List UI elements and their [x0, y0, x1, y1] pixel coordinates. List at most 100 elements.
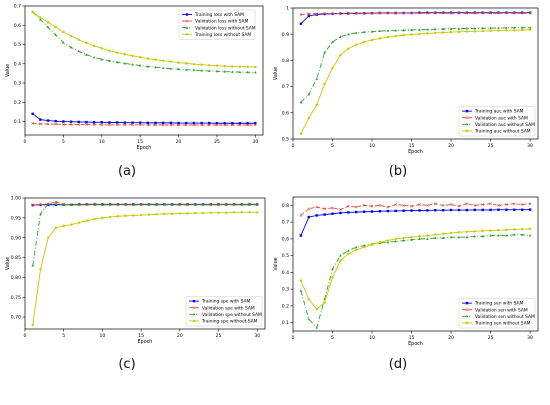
data-point	[402, 34, 405, 37]
data-point	[457, 27, 461, 30]
series-line	[300, 228, 531, 310]
data-point	[441, 204, 445, 207]
data-point	[528, 11, 532, 14]
data-point	[339, 208, 342, 211]
data-point	[161, 59, 165, 62]
data-point	[370, 30, 374, 33]
data-point	[402, 239, 405, 242]
series-line	[300, 12, 531, 15]
data-point	[418, 209, 421, 212]
chart-panel-1: 0 5 10 15 20 25 30 0.1 0.2 0.3 0.4 0.5 0.6 0.7 Epoch Va…	[5, 4, 264, 179]
series-line	[300, 27, 531, 103]
data-point	[489, 234, 492, 237]
data-point	[481, 26, 484, 30]
data-point	[520, 227, 524, 231]
data-point	[231, 122, 234, 125]
data-point	[465, 202, 469, 206]
series-line	[32, 113, 256, 124]
data-point	[108, 59, 111, 62]
x-tick-label: 30	[252, 139, 258, 145]
x-tick-label: 20	[177, 333, 183, 339]
data-point	[209, 211, 213, 214]
series-line	[32, 203, 258, 266]
data-point	[154, 65, 157, 69]
data-point	[402, 209, 405, 212]
data-point	[339, 259, 342, 262]
legend-marker	[465, 314, 469, 318]
x-tick-label: 5	[62, 139, 65, 145]
data-point	[299, 289, 303, 292]
data-point	[386, 240, 390, 244]
y-tick-label: 0.2	[282, 303, 289, 309]
y-axis-label: Value	[5, 257, 11, 270]
data-point	[299, 279, 303, 282]
data-point	[339, 35, 342, 38]
data-point	[457, 208, 461, 212]
data-point	[362, 40, 366, 44]
data-point	[473, 30, 476, 33]
data-point	[410, 204, 413, 208]
data-point	[177, 123, 180, 127]
data-point	[426, 237, 429, 240]
data-point	[194, 203, 197, 206]
legend-entry: Training auc with SAM	[474, 109, 524, 115]
data-point	[347, 11, 350, 15]
data-point	[217, 203, 220, 206]
data-point	[497, 11, 500, 14]
data-point	[77, 38, 80, 41]
legend-entry: Validation sen with SAM	[475, 307, 528, 313]
data-point	[132, 203, 135, 206]
data-point	[481, 203, 484, 206]
data-point	[520, 26, 524, 29]
data-point	[354, 31, 358, 34]
y-tick-label: 0.1	[282, 320, 289, 326]
data-point	[441, 232, 445, 236]
data-point	[528, 234, 532, 237]
data-point	[497, 26, 500, 29]
data-point	[426, 209, 429, 212]
data-point	[146, 57, 150, 60]
data-point	[192, 121, 196, 125]
x-tick-label: 0	[292, 143, 295, 149]
data-point	[378, 210, 382, 213]
data-point	[139, 203, 143, 206]
legend-marker	[185, 33, 189, 36]
data-point	[410, 28, 413, 32]
series-line	[32, 123, 256, 126]
chart-panel-2: 0 5 10 15 20 25 30 0.5 0.6 0.7 0.8 0.9 1 Epoch Value Tr…	[273, 6, 539, 179]
legend-marker	[192, 306, 196, 310]
data-point	[200, 123, 203, 127]
series-2	[299, 202, 532, 217]
data-point	[497, 208, 500, 211]
data-point	[85, 219, 89, 222]
data-point	[54, 25, 57, 29]
data-point	[192, 68, 196, 72]
legend-marker	[465, 109, 469, 113]
data-point	[246, 70, 249, 74]
data-point	[39, 268, 42, 271]
data-point	[505, 26, 508, 29]
data-point	[465, 230, 469, 234]
y-tick-label: 0.4	[282, 270, 289, 276]
series-3	[31, 10, 257, 74]
x-tick-label: 30	[254, 333, 260, 339]
data-point	[410, 236, 413, 239]
legend-entry: Training spe with SAM	[201, 299, 250, 305]
data-point	[108, 215, 112, 219]
y-tick-label: 0.7	[282, 84, 289, 90]
data-point	[147, 203, 151, 206]
data-point	[449, 203, 453, 206]
data-point	[31, 203, 35, 207]
data-point	[47, 236, 50, 239]
data-point	[85, 41, 88, 45]
data-point	[394, 29, 398, 32]
series-1	[299, 208, 532, 237]
data-point	[31, 323, 34, 327]
data-point	[185, 62, 188, 65]
data-point	[131, 121, 134, 124]
data-point	[54, 122, 58, 126]
data-point	[481, 11, 484, 15]
data-point	[505, 203, 508, 206]
data-point	[100, 57, 104, 61]
data-point	[528, 208, 532, 211]
